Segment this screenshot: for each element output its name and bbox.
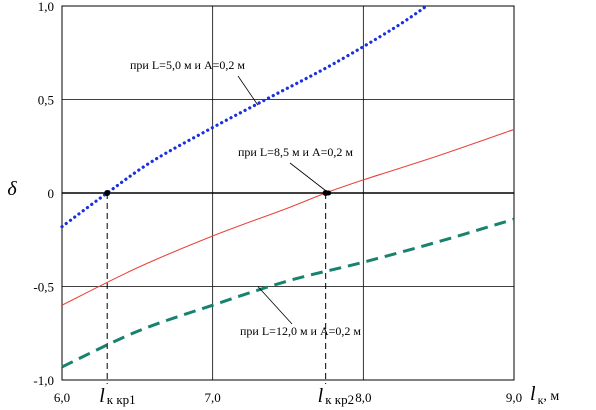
marks-group [104,75,332,384]
y-tick-label: 0 [48,186,55,201]
annotation-pointer [326,190,332,196]
y-axis-title: δ [7,178,17,200]
y-tick-label: 0,5 [38,93,54,108]
x-tick-label: 7,0 [205,390,221,405]
y-tick-label: 1,0 [38,0,54,14]
series-group [60,4,515,369]
x-tick-label: 9,0 [506,390,522,405]
labels-group: 6,0 7,0 8,0 9,0 1,0 0,5 0 -0,5 -1,0 δ l к, м l к кр1 l… [7,0,559,407]
series-annotation: при L=12,0 м и A=0,2 м [240,324,361,338]
series-annotation: при L=5,0 м и A=0,2 м [130,58,245,72]
critical-point [104,190,111,196]
annotation-leader [257,286,293,325]
x-axis-title: l к, м [530,383,559,407]
series-line-3 [61,217,515,369]
annotation-leader [237,75,259,106]
y-tick-label: -1,0 [33,373,54,388]
series-line-2 [61,128,515,306]
annotation-leader [289,162,329,194]
x-tick-label: 8,0 [355,390,371,405]
x-tick-label: 6,0 [54,390,70,405]
y-tick-label: -0,5 [33,280,54,295]
grid [61,5,515,381]
series-line-1 [60,4,429,229]
series-annotation: при L=8,5 м и A=0,2 м [238,145,353,159]
